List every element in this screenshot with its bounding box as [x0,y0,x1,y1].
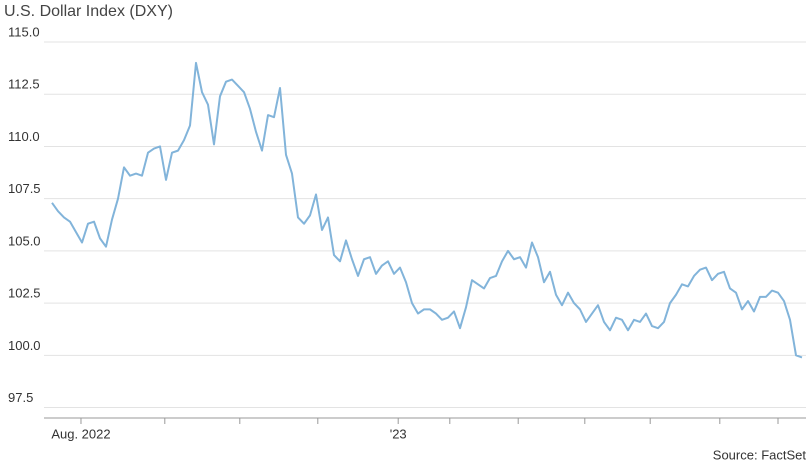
x-tick-label: '23 [390,426,407,441]
line-series [51,61,803,359]
x-tick-label: Aug. 2022 [51,426,110,441]
y-tick-label: 115.0 [8,24,40,39]
y-tick-label: 107.5 [8,181,41,196]
y-tick-label: 105.0 [8,233,41,248]
y-tick-label: 97.5 [8,390,33,405]
source-note: Source: FactSet [713,447,807,462]
y-tick-label: 100.0 [8,338,41,353]
chart-title: U.S. Dollar Index (DXY) [4,3,173,20]
y-tick-label: 112.5 [8,77,40,92]
y-tick-label: 102.5 [8,286,41,301]
y-tick-label: 110.0 [8,129,40,144]
